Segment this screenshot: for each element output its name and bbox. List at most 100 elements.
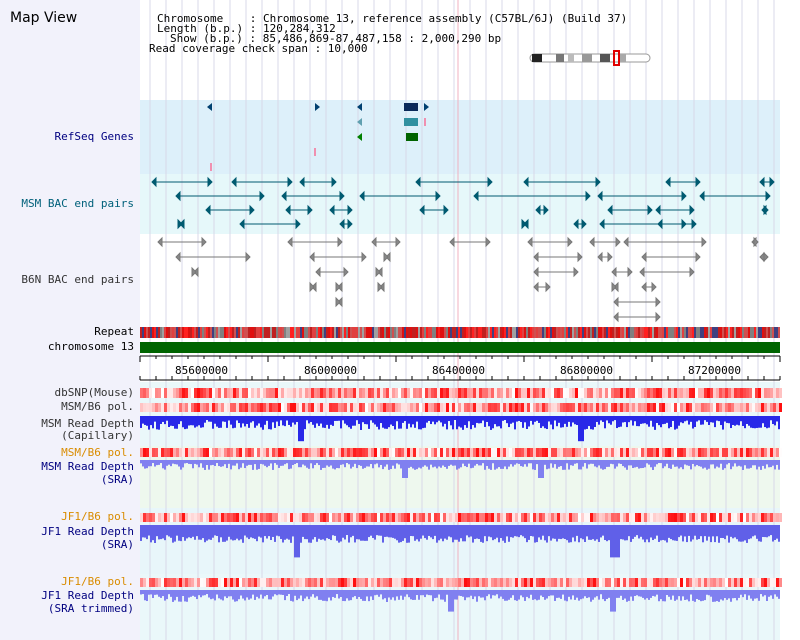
bac-pair <box>375 266 383 278</box>
bac-pair <box>473 190 591 202</box>
track-label-msm-b6-pol-2[interactable]: MSM/B6 pol. <box>61 446 134 459</box>
chromosome-ideogram <box>529 50 651 66</box>
bac-pair <box>665 176 701 188</box>
bac-pair <box>527 236 573 248</box>
length-info: Length (b.p.) : 120,284,312 <box>157 22 336 35</box>
heat-strip <box>140 513 782 522</box>
heat-strip <box>140 448 782 457</box>
track-label-msm-b6-pol[interactable]: MSM/B6 pol. <box>61 400 134 413</box>
bac-pair <box>383 251 391 263</box>
bac-pair <box>533 266 579 278</box>
show-range-info: Show (b.p.) : 85,486,869-87,487,158 : 2,… <box>170 32 502 45</box>
bac-pair <box>597 190 687 202</box>
track-label-refseq[interactable]: RefSeq Genes <box>54 130 134 143</box>
bac-pair <box>205 204 255 216</box>
bac-pair <box>281 190 345 202</box>
ruler-tick-label: 86800000 <box>560 364 613 377</box>
chromosome-info: Chromosome : Chromosome 13, reference as… <box>157 12 628 25</box>
bac-pair <box>699 190 771 202</box>
refseq-track-bg <box>140 100 780 174</box>
track-label-msm-bac[interactable]: MSM BAC end pairs <box>21 197 134 210</box>
heat-strip <box>140 388 782 398</box>
bac-pair <box>751 236 759 248</box>
track-label-pane <box>0 0 140 640</box>
depth-track <box>140 460 780 478</box>
bac-pair <box>299 176 337 188</box>
track-label-jf1-depth-sra[interactable]: JF1 Read Depth <box>41 525 134 538</box>
bac-pair <box>191 266 199 278</box>
bac-pair <box>521 218 529 230</box>
track-label-repeat[interactable]: Repeat <box>94 325 134 338</box>
bac-pair <box>309 251 367 263</box>
bac-pair <box>639 266 695 278</box>
ruler-tick-label: 87200000 <box>688 364 741 377</box>
track-label-msm-depth-capillary[interactable]: MSM Read Depth <box>41 417 134 430</box>
read-coverage-span-info: Read coverage check span : 10,000 <box>149 42 368 55</box>
bac-pair <box>611 266 633 278</box>
bac-pair <box>335 281 343 293</box>
bac-pair <box>377 281 385 293</box>
bac-pair <box>175 251 251 263</box>
bac-pair <box>655 204 695 216</box>
bac-pair <box>151 176 213 188</box>
bac-pair <box>175 190 265 202</box>
track-label-capillary: (Capillary) <box>61 429 134 442</box>
ruler-tick-label: 86000000 <box>304 364 357 377</box>
heat-strip <box>140 578 782 587</box>
bac-pair <box>533 281 551 293</box>
bac-pair <box>287 236 343 248</box>
track-label-dbsnp[interactable]: dbSNP(Mouse) <box>54 386 134 399</box>
chromosome-bar <box>140 342 780 353</box>
bac-pair <box>535 204 549 216</box>
depth-track <box>140 416 780 442</box>
bac-pair <box>309 281 317 293</box>
polymorphism-strips <box>140 388 782 587</box>
ruler-tick-label: 85600000 <box>175 364 228 377</box>
track-label-msm-depth-sra[interactable]: MSM Read Depth <box>41 460 134 473</box>
track-label-jf1-sra: (SRA) <box>100 538 134 551</box>
bac-pair <box>613 296 661 308</box>
page-title: Map View <box>10 10 78 26</box>
track-label-sra-trimmed: (SRA trimmed) <box>47 602 134 615</box>
track-label-jf1-b6-pol[interactable]: JF1/B6 pol. <box>61 510 134 523</box>
bac-pair <box>641 281 657 293</box>
ruler-ticks <box>139 356 781 380</box>
refseq-genes <box>207 103 429 171</box>
bac-pair <box>419 204 449 216</box>
bac-pair <box>285 204 313 216</box>
depth-track <box>140 590 780 612</box>
bac-pair <box>533 251 583 263</box>
b6n-bac-end-pairs <box>157 236 769 323</box>
bac-pair <box>759 176 775 188</box>
track-label-jf1-depth-trimmed[interactable]: JF1 Read Depth <box>41 589 134 602</box>
bac-pair <box>239 218 301 230</box>
track-label-jf1-b6-pol-2[interactable]: JF1/B6 pol. <box>61 575 134 588</box>
bac-pair <box>449 236 491 248</box>
bac-pair <box>761 204 769 216</box>
bac-pair <box>611 281 619 293</box>
bac-pair <box>623 236 707 248</box>
bac-pair <box>177 218 185 230</box>
track-label-b6n-bac[interactable]: B6N BAC end pairs <box>21 273 134 286</box>
bac-pair <box>597 251 613 263</box>
bac-pair <box>613 311 661 323</box>
bac-pair <box>657 218 697 230</box>
bac-pair <box>157 236 207 248</box>
bac-pair <box>339 218 353 230</box>
heat-strip <box>140 403 782 412</box>
bac-pair <box>359 190 441 202</box>
bac-pair <box>607 204 653 216</box>
read-depth-bars <box>140 416 780 612</box>
bac-pair <box>371 236 401 248</box>
track-label-msm-sra: (SRA) <box>100 473 134 486</box>
bac-pair <box>231 176 293 188</box>
track-label-chromosome: chromosome 13 <box>47 340 134 353</box>
bac-pair <box>335 296 343 308</box>
depth-track <box>140 525 780 558</box>
bac-pair <box>589 236 621 248</box>
bac-pair <box>573 218 587 230</box>
bac-pair <box>329 204 353 216</box>
msm-bac-end-pairs <box>151 176 775 230</box>
ruler-tick-label: 86400000 <box>432 364 485 377</box>
